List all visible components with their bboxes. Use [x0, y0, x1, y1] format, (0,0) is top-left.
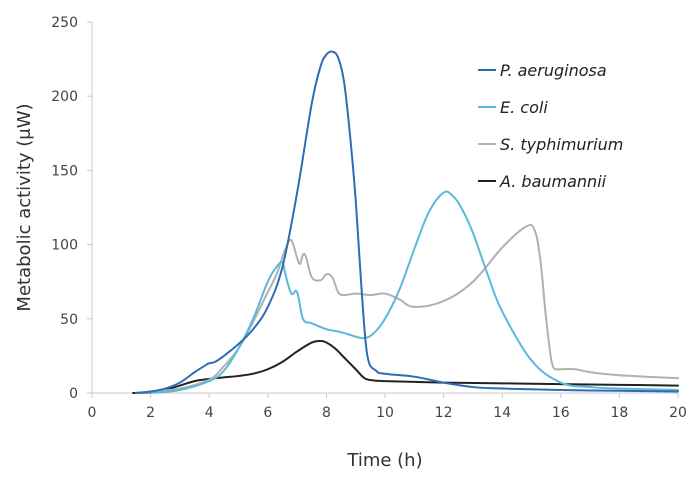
y-tick-label: 200	[51, 89, 78, 105]
x-axis-ticks: 0 2 4 6 8 10 12 14 16 18 20	[88, 393, 687, 421]
y-tick-label: 100	[51, 238, 78, 254]
series-lines	[132, 50, 679, 394]
y-tick-label: 50	[60, 312, 78, 328]
x-tick-label: 2	[146, 405, 155, 421]
y-axis-title: Metabolic activity (μW)	[14, 103, 35, 311]
y-axis-ticks: 0 50 100 150 200 250	[51, 15, 92, 402]
x-tick-label: 16	[552, 405, 570, 421]
series-line-s-typhimurium	[134, 223, 679, 394]
y-tick-label: 250	[51, 15, 78, 31]
x-tick-label: 14	[493, 405, 511, 421]
legend-label-s-typhimurium: S. typhimurium	[500, 135, 623, 154]
series-line-p-aeruginosa	[134, 50, 679, 394]
series-line-e-coli	[149, 190, 679, 394]
y-tick-label: 0	[69, 386, 78, 402]
x-tick-label: 18	[610, 405, 628, 421]
y-tick-label: 150	[51, 163, 78, 179]
x-tick-label: 8	[322, 405, 331, 421]
x-tick-label: 0	[88, 405, 97, 421]
x-tick-label: 20	[669, 405, 687, 421]
legend-label-a-baumannii: A. baumannii	[499, 172, 607, 191]
legend: P. aeruginosa E. coli S. typhimurium A. bau…	[478, 61, 623, 191]
series-line-a-baumannii	[132, 340, 679, 394]
x-tick-label: 12	[435, 405, 453, 421]
x-tick-label: 10	[376, 405, 394, 421]
x-axis-title: Time (h)	[346, 450, 422, 471]
legend-label-e-coli: E. coli	[500, 98, 548, 117]
x-tick-label: 4	[205, 405, 214, 421]
x-tick-label: 6	[263, 405, 272, 421]
legend-label-p-aeruginosa: P. aeruginosa	[500, 61, 607, 80]
